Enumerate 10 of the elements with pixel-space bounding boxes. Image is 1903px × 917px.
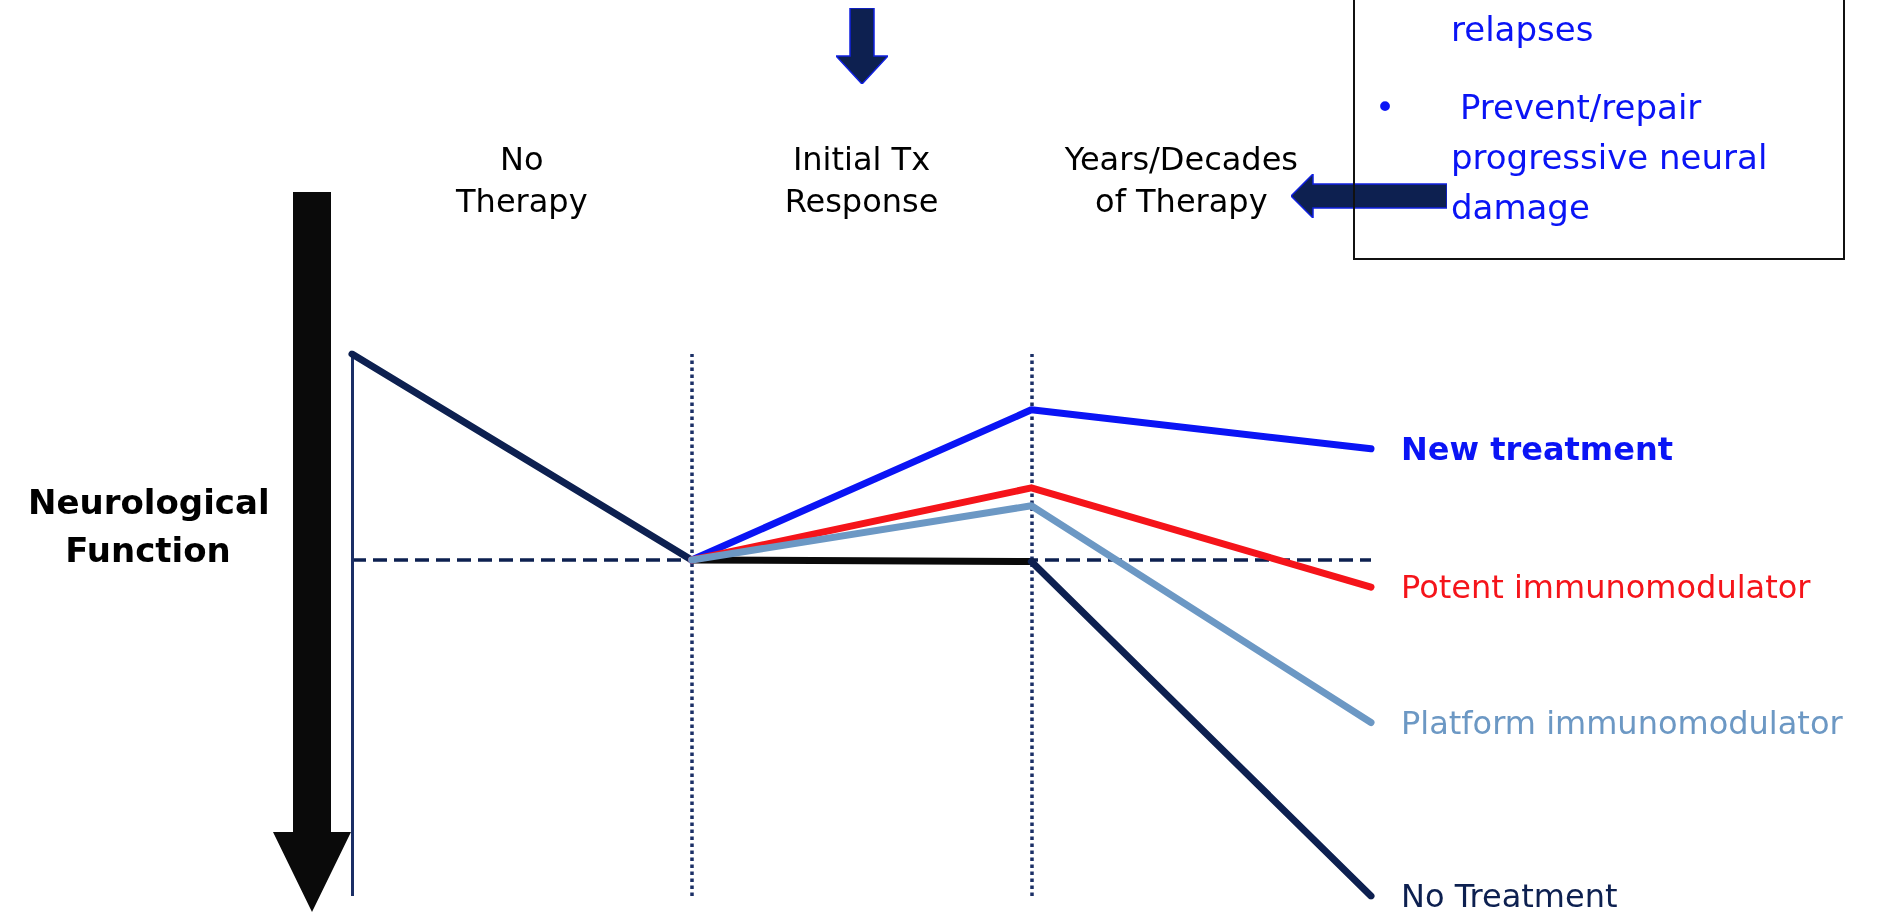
text: No Therapy [455,139,589,222]
y-axis-title: Neurological Function [28,481,270,572]
text: • Prevent/repair progressive neural damage [1375,86,1769,229]
series-label: No Treatment [1401,877,1618,915]
text: Years/Decades of Therapy [1063,139,1300,222]
series-label: New treatment [1401,429,1673,468]
text: relapses [1451,8,1594,51]
series-label: Platform immunomodulator [1401,703,1844,742]
series-label: Potent immunomodulator [1401,568,1812,607]
text: Initial Tx Response [783,139,940,222]
